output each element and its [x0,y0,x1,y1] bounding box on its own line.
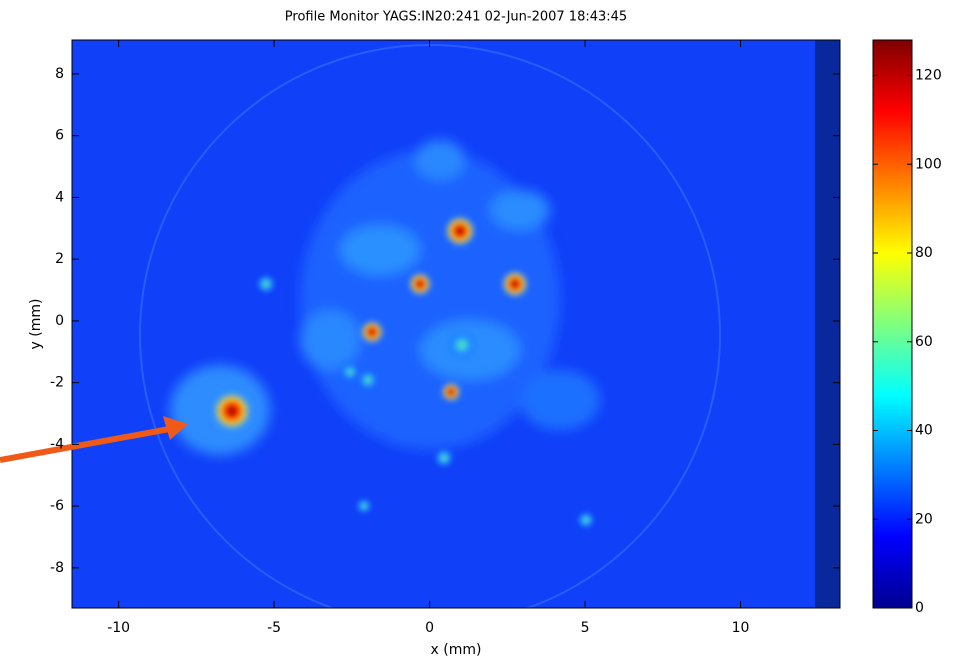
colorbar-tick-label: 60 [915,334,933,350]
colorbar [873,40,912,608]
y-tick-label: 2 [55,251,64,267]
chart: Profile Monitor YAGS:IN20:241 02-Jun-200… [0,0,954,660]
y-tick-label: -6 [50,498,64,514]
x-tick-label: 5 [581,620,590,636]
x-tick-label: -5 [267,620,281,636]
colorbar-tick-label: 100 [915,156,942,172]
colorbar-tick-label: 20 [915,511,933,527]
y-tick-label: 4 [55,189,64,205]
y-tick-label: 0 [55,313,64,329]
x-axis-label: x (mm) [431,642,482,658]
y-axis-label: y (mm) [28,299,44,350]
y-tick-label: -2 [50,375,64,391]
y-tick-label: -8 [50,560,64,576]
chart-title: Profile Monitor YAGS:IN20:241 02-Jun-200… [285,10,627,25]
x-tick-label: 0 [425,620,434,636]
colorbar-tick-label: 120 [915,68,942,84]
y-tick-label: 8 [55,66,64,82]
colorbar-tick-label: 80 [915,245,933,261]
y-tick-label: 6 [55,128,64,144]
image [72,40,840,625]
x-tick-label: 10 [732,620,750,636]
x-tick-label: -10 [107,620,130,636]
colorbar-tick-label: 0 [915,600,924,616]
y-tick-label: -4 [50,436,64,452]
colorbar-tick-label: 40 [915,423,933,439]
